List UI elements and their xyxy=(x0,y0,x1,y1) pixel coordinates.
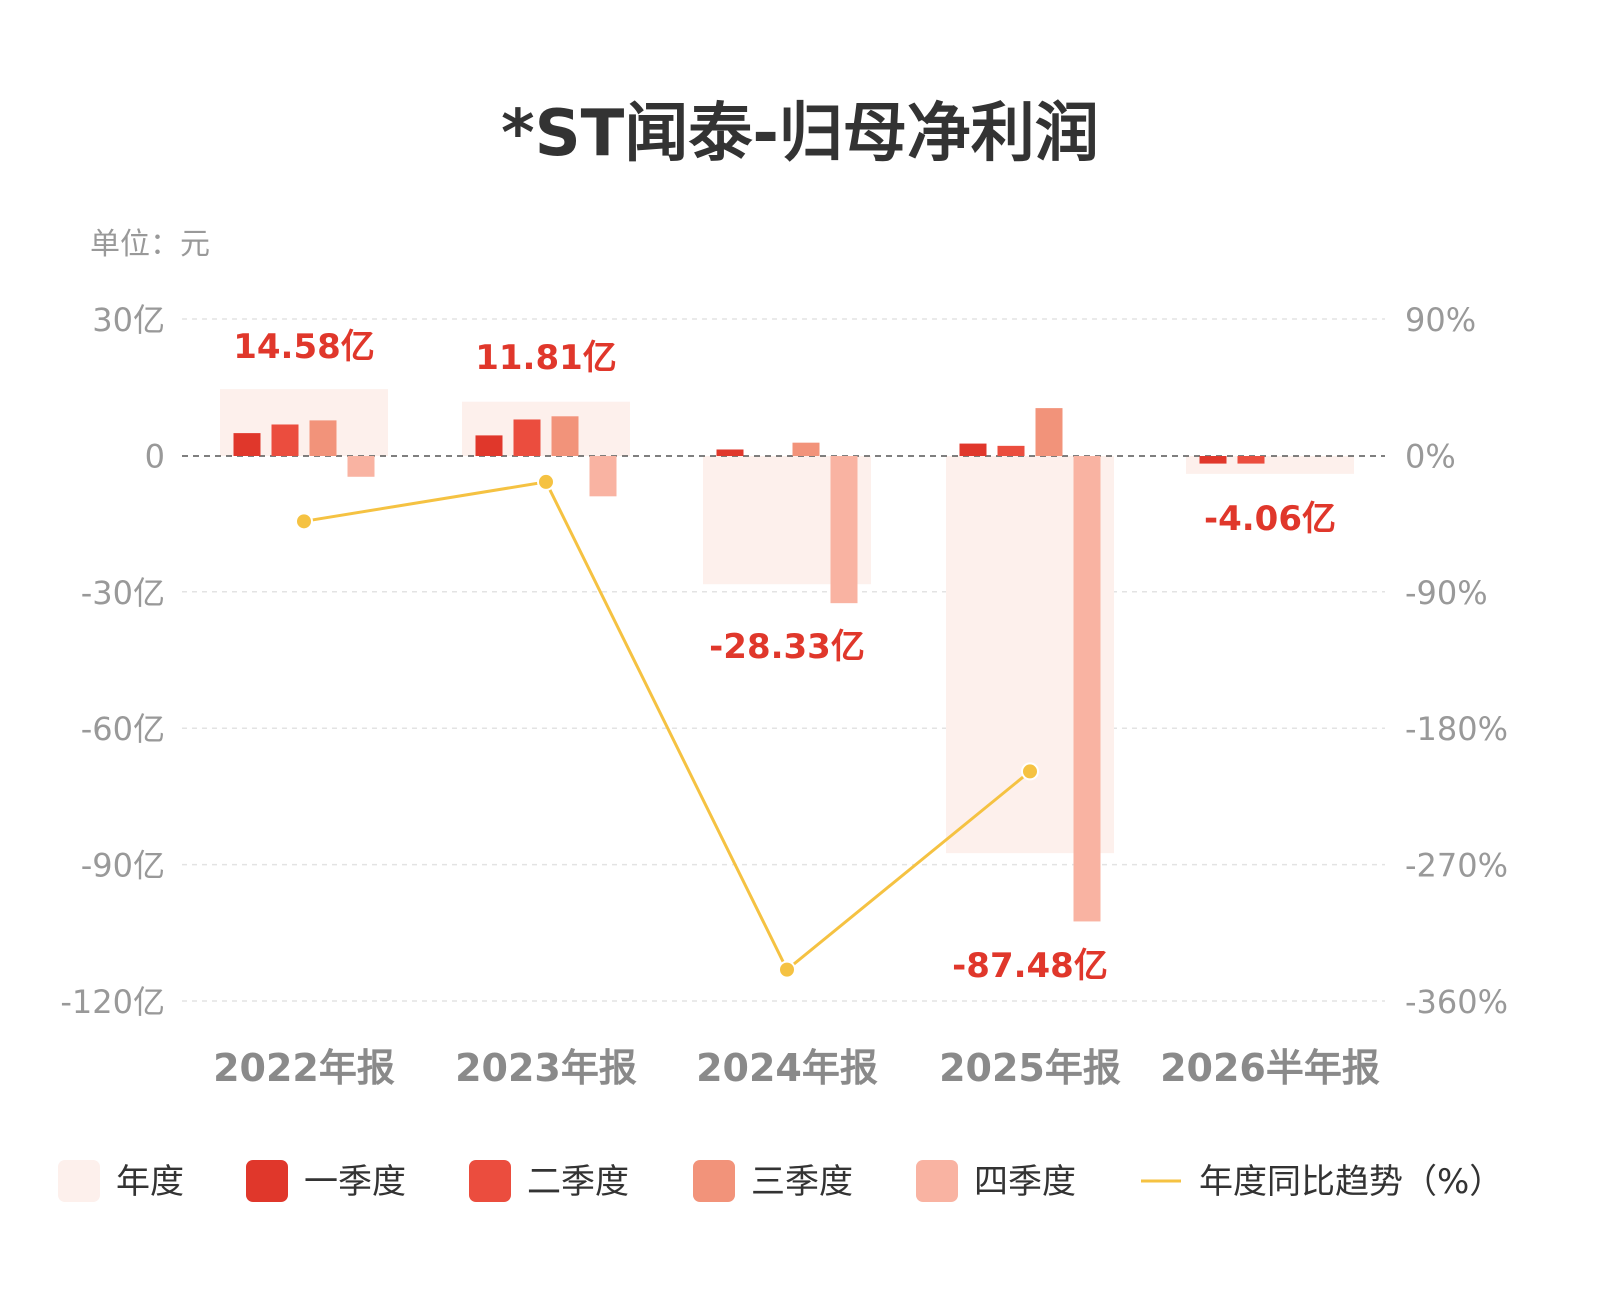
unit-label: 单位：元 xyxy=(90,227,210,262)
quarter-bar-s4-1 xyxy=(589,456,617,497)
left-tick-label-5: -120亿 xyxy=(60,983,165,1021)
quarter-bar-s4-0 xyxy=(347,456,375,477)
right-tick-label-4: -270% xyxy=(1405,847,1508,885)
category-label-1: 2023年报 xyxy=(455,1046,637,1090)
legend-label-2: 二季度 xyxy=(527,1162,629,1202)
legend-swatch-2 xyxy=(469,1160,511,1202)
quarter-bars xyxy=(233,408,1265,922)
trend-polyline xyxy=(303,480,1031,972)
legend: 年度 一季度 二季度 三季度 四季度 年度同比趋势（%） xyxy=(58,1160,1503,1202)
quarter-bar-s3-1 xyxy=(551,416,579,456)
right-tick-label-1: 0% xyxy=(1405,437,1456,475)
data-label-0: 14.58亿 xyxy=(233,327,375,367)
quarter-bar-s2-0 xyxy=(271,424,299,456)
left-tick-label-2: -30亿 xyxy=(81,574,165,612)
grid xyxy=(182,318,1385,1002)
category-label-0: 2022年报 xyxy=(213,1046,395,1090)
quarter-bar-s2-1 xyxy=(513,419,541,456)
category-label-3: 2025年报 xyxy=(939,1046,1121,1090)
data-label-1: 11.81亿 xyxy=(475,338,617,378)
right-tick-label-3: -180% xyxy=(1405,710,1508,748)
data-label-3: -87.48亿 xyxy=(952,946,1108,986)
legend-swatch-0 xyxy=(58,1160,100,1202)
annual-bar-4 xyxy=(1186,456,1354,474)
quarter-bar-s1-3 xyxy=(959,443,987,456)
left-tick-label-3: -60亿 xyxy=(81,710,165,748)
data-label-4: -4.06亿 xyxy=(1204,499,1336,539)
trend-point-3 xyxy=(1021,762,1039,781)
trend-line xyxy=(295,472,1039,979)
left-tick-label-0: 30亿 xyxy=(92,301,165,339)
legend-label-line: 年度同比趋势（%） xyxy=(1199,1162,1503,1202)
right-tick-label-0: 90% xyxy=(1405,301,1476,339)
quarter-bar-s3-0 xyxy=(309,420,337,456)
left-tick-label-4: -90亿 xyxy=(81,847,165,885)
legend-label-0: 年度 xyxy=(116,1162,184,1202)
quarter-bar-s3-3 xyxy=(1035,408,1063,456)
right-axis-ticks: 90% 0% -90% -180% -270% -360% xyxy=(1405,301,1508,1021)
legend-label-3: 三季度 xyxy=(751,1162,853,1202)
legend-label-1: 一季度 xyxy=(304,1162,406,1202)
quarter-bar-s4-3 xyxy=(1073,456,1101,922)
trend-point-2 xyxy=(778,960,796,979)
quarter-bar-s1-0 xyxy=(233,433,261,456)
quarter-bar-s3-2 xyxy=(792,442,820,456)
right-tick-label-5: -360% xyxy=(1405,983,1508,1021)
data-labels: 14.58亿 11.81亿 -28.33亿 -87.48亿 -4.06亿 xyxy=(233,327,1336,986)
category-label-2: 2024年报 xyxy=(696,1046,878,1090)
quarter-bar-s2-3 xyxy=(997,445,1025,456)
category-labels: 2022年报 2023年报 2024年报 2025年报 2026半年报 xyxy=(213,1046,1380,1090)
legend-swatch-4 xyxy=(916,1160,958,1202)
left-axis-ticks: 30亿 0 -30亿 -60亿 -90亿 -120亿 xyxy=(60,301,165,1021)
quarter-bar-s1-1 xyxy=(475,435,503,456)
legend-label-4: 四季度 xyxy=(974,1162,1076,1202)
left-tick-label-1: 0 xyxy=(145,437,165,475)
legend-swatch-1 xyxy=(246,1160,288,1202)
quarter-bar-s1-2 xyxy=(716,449,744,456)
annual-bars xyxy=(220,389,1354,854)
data-label-2: -28.33亿 xyxy=(709,627,865,667)
legend-swatch-3 xyxy=(693,1160,735,1202)
category-label-4: 2026半年报 xyxy=(1160,1046,1380,1090)
right-tick-label-2: -90% xyxy=(1405,574,1488,612)
trend-point-0 xyxy=(295,512,313,531)
quarter-bar-s4-2 xyxy=(830,456,858,604)
trend-point-1 xyxy=(537,472,555,491)
quarter-bar-s1-4 xyxy=(1199,456,1227,464)
chart-title: *ST闻泰-归母净利润 xyxy=(501,97,1099,171)
quarter-bar-s2-4 xyxy=(1237,456,1265,464)
